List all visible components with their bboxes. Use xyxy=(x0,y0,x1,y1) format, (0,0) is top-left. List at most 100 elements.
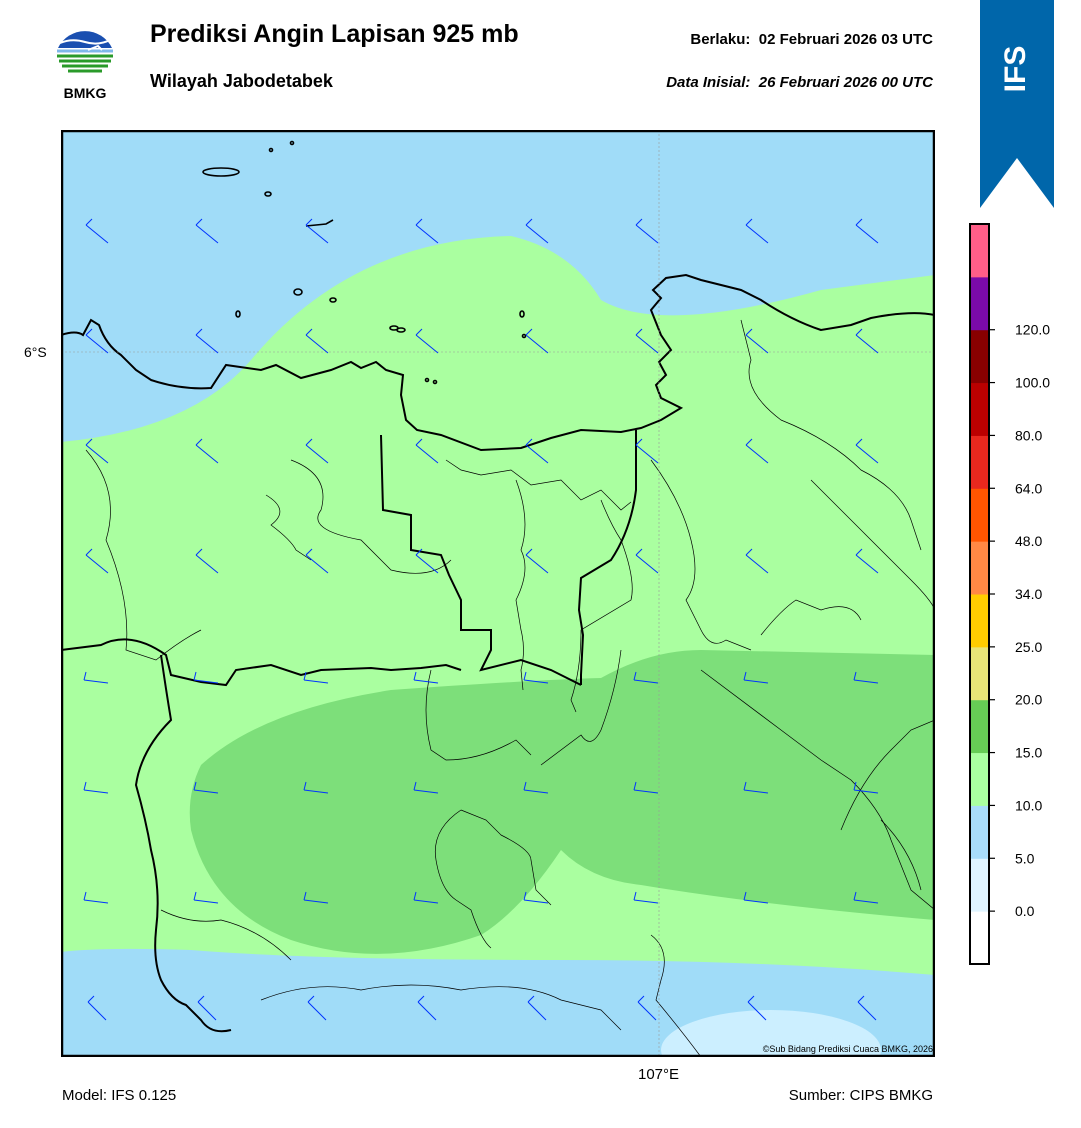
wind-barb xyxy=(417,995,437,1021)
colorbar-segment xyxy=(970,805,989,859)
colorbar-segment xyxy=(970,594,989,648)
footer-source: Sumber: CIPS BMKG xyxy=(788,1087,933,1104)
colorbar-tick-label: 10.0 xyxy=(1015,797,1042,813)
colorbar-tick-label: 64.0 xyxy=(1015,480,1042,496)
wind-zone-15-20 xyxy=(189,650,935,954)
wind-barb xyxy=(193,671,219,684)
wind-barb xyxy=(745,548,769,574)
coastline xyxy=(61,273,935,1033)
wind-barb xyxy=(413,891,439,904)
wind-barb xyxy=(635,328,659,354)
init-time: Data Inisial: 26 Februari 2026 00 UTC xyxy=(666,74,933,91)
wind-barb xyxy=(303,891,329,904)
colorbar-tick-label: 34.0 xyxy=(1015,586,1042,602)
valid-time-label: Berlaku: xyxy=(690,31,751,48)
colorbar-tick-label: 80.0 xyxy=(1015,427,1042,443)
colorbar: 0.0 5.0 10.0 15.0 20.0 25.0 34.0 48.0 64.0 80.0 10… xyxy=(965,220,1075,970)
wind-barb xyxy=(85,328,109,354)
colorbar-segment xyxy=(970,541,989,595)
wind-barb xyxy=(637,995,657,1021)
wind-barb xyxy=(193,781,219,794)
wind-barb xyxy=(855,548,879,574)
wind-barb xyxy=(307,995,327,1021)
wind-barb xyxy=(85,218,109,244)
wind-barb xyxy=(413,781,439,794)
wind-barb xyxy=(85,548,109,574)
model-ribbon: IFS xyxy=(980,0,1054,208)
valid-time-value: 02 Februari 2026 03 UTC xyxy=(758,31,933,48)
wind-barb xyxy=(857,995,877,1021)
region-subtitle: Wilayah Jabodetabek xyxy=(150,71,333,91)
wind-barb xyxy=(415,548,439,574)
colorbar-tick-label: 20.0 xyxy=(1015,692,1042,708)
wind-barb xyxy=(523,781,549,794)
wind-barb xyxy=(745,438,769,464)
wind-barb xyxy=(195,438,219,464)
wind-barb xyxy=(635,218,659,244)
wind-barb xyxy=(525,218,549,244)
wind-barb xyxy=(743,671,769,684)
wind-barbs xyxy=(83,218,879,1021)
wind-barb xyxy=(743,781,769,794)
colorbar-tick-label: 5.0 xyxy=(1015,850,1035,866)
init-time-value: 26 Februari 2026 00 UTC xyxy=(758,74,933,91)
valid-time: Berlaku: 02 Februari 2026 03 UTC xyxy=(690,31,933,48)
colorbar-segment xyxy=(970,435,989,489)
colorbar-segment xyxy=(970,911,989,965)
colorbar-segment xyxy=(970,224,989,278)
wind-barb xyxy=(195,548,219,574)
colorbar-segment xyxy=(970,646,989,701)
wind-barb xyxy=(855,218,879,244)
wind-barb xyxy=(853,781,879,794)
wind-barb xyxy=(745,328,769,354)
colorbar-segment xyxy=(970,488,989,542)
wind-barb xyxy=(525,438,549,464)
wind-barb xyxy=(305,438,329,464)
wind-barb xyxy=(303,671,329,684)
colorbar-tick-label: 0.0 xyxy=(1015,903,1035,919)
map-frame xyxy=(60,129,936,1058)
colorbar-tick-label: 100.0 xyxy=(1015,375,1050,391)
wind-barb xyxy=(85,438,109,464)
footer-model: Model: IFS 0.125 xyxy=(62,1087,177,1104)
wind-zone-0-5 xyxy=(661,1010,881,1057)
wind-barb xyxy=(525,548,549,574)
wind-barb xyxy=(87,995,107,1021)
colorbar-tick-label: 48.0 xyxy=(1015,533,1042,549)
wind-barb xyxy=(303,781,329,794)
colorbar-segment xyxy=(970,329,989,384)
wind-barb xyxy=(525,328,549,354)
wind-barb xyxy=(195,328,219,354)
wind-barb xyxy=(853,891,879,904)
wind-barb xyxy=(633,671,659,684)
colorbar-segment xyxy=(970,382,989,436)
wind-barb xyxy=(855,328,879,354)
wind-barb xyxy=(743,891,769,904)
wind-barb xyxy=(305,328,329,354)
colorbar-tick-label: 15.0 xyxy=(1015,745,1042,761)
wind-map: ©Sub Bidang Prediksi Cuaca BMKG, 2026 xyxy=(60,129,936,1058)
model-ribbon-text: IFS xyxy=(999,46,1032,93)
wind-barb xyxy=(83,671,109,684)
init-time-label: Data Inisial: xyxy=(666,74,751,91)
wind-barb xyxy=(415,328,439,354)
wind-barb xyxy=(415,438,439,464)
page-title: Prediksi Angin Lapisan 925 mb xyxy=(150,20,519,48)
wind-barb xyxy=(633,891,659,904)
wind-barb xyxy=(853,671,879,684)
colorbar-segment xyxy=(970,858,989,912)
wind-barb xyxy=(745,218,769,244)
wind-barb xyxy=(305,218,329,244)
wind-barb xyxy=(193,891,219,904)
copyright-text: ©Sub Bidang Prediksi Cuaca BMKG, 2026 xyxy=(763,1044,933,1054)
colorbar-segment xyxy=(970,699,989,754)
wind-barb xyxy=(527,995,547,1021)
wind-barb xyxy=(83,781,109,794)
longitude-label: 107°E xyxy=(638,1066,680,1083)
wind-barb xyxy=(197,995,217,1021)
wind-barb xyxy=(195,218,219,244)
wind-barb xyxy=(633,781,659,794)
wind-barb xyxy=(635,548,659,574)
wind-barb xyxy=(523,671,549,684)
colorbar-segment xyxy=(970,276,989,331)
